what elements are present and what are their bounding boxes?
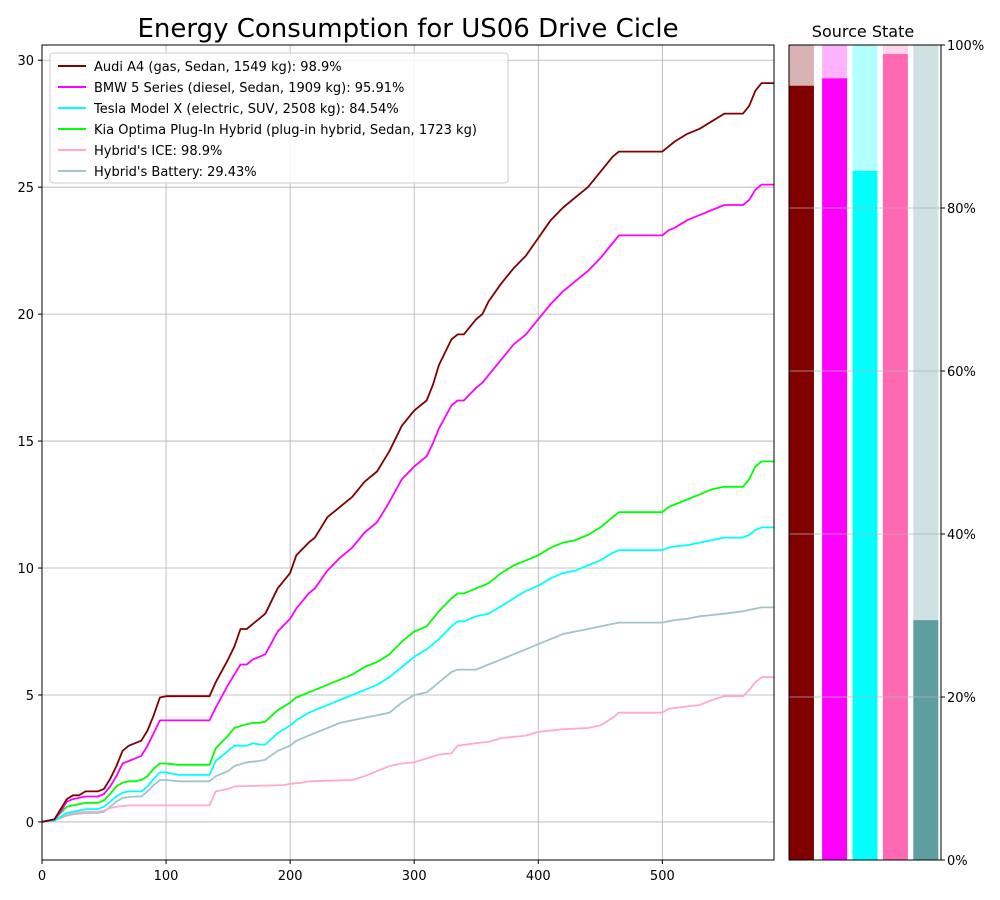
y-tick-label: 30 [17,54,34,69]
side-tick-label: 20% [947,691,976,706]
main-series-lines [41,82,774,823]
energy-line-chart: Energy Consumption for US06 Drive Cicle … [17,14,775,884]
y-tick-label: 25 [17,181,34,196]
side-tick-label: 100% [947,39,984,54]
legend-entry: Tesla Model X (electric, SUV, 2508 kg): … [93,102,399,117]
legend-entry: Audi A4 (gas, Sedan, 1549 kg): 98.9% [94,60,342,75]
x-tick-label: 100 [154,869,179,884]
side-tick-label: 80% [947,202,976,217]
series-line-2 [41,526,774,823]
bar-fill [852,170,878,860]
main-tick-labels: 0 100 200 300 400 500 0 5 10 15 20 25 30 [17,54,674,884]
legend-entry: Kia Optima Plug-In Hybrid (plug-in hybri… [94,123,477,138]
legend: Audi A4 (gas, Sedan, 1549 kg): 98.9% BMW … [49,52,509,184]
bar-fill [822,78,848,861]
y-tick-label: 0 [26,816,34,831]
x-tick-label: 200 [278,869,303,884]
legend-entry: Hybrid's Battery: 29.43% [94,165,257,180]
x-tick-label: 0 [38,869,46,884]
y-tick-label: 20 [17,308,34,323]
y-tick-label: 15 [17,435,34,450]
x-tick-label: 300 [402,869,427,884]
side-tick-labels: 0% 20% 40% 60% 80% 100% [941,39,984,869]
series-line-5 [41,606,774,823]
series-line-3 [41,460,774,823]
main-plot-frame [41,44,775,861]
legend-entry: BMW 5 Series (diesel, Sedan, 1909 kg): 9… [94,81,404,96]
side-tick-label: 0% [947,854,968,869]
chart-title: Energy Consumption for US06 Drive Cicle [137,14,678,44]
y-tick-label: 5 [26,689,34,704]
source-state-bar-chart: Source State 0% 20% 40% 60% 80% 100% [788,22,984,869]
series-line-1 [41,183,774,823]
legend-entry: Hybrid's ICE: 98.9% [94,144,222,159]
bar-fill [789,85,814,860]
y-tick-label: 10 [17,562,34,577]
bar-fill [913,620,939,860]
legend-box [49,52,509,184]
side-chart-title: Source State [812,22,914,41]
series-line-4 [41,676,774,823]
side-tick-label: 60% [947,365,976,380]
x-tick-label: 500 [650,869,675,884]
side-plot-frame [788,44,942,861]
x-tick-label: 400 [526,869,551,884]
side-tick-label: 40% [947,528,976,543]
series-line-0 [41,82,774,823]
bar-fill [882,53,908,860]
side-bars [789,45,939,861]
